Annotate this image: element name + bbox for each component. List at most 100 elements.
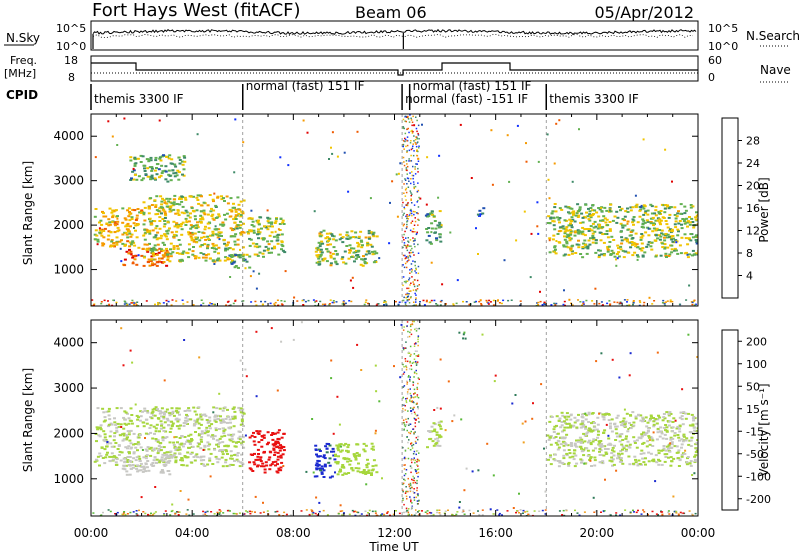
range-gate-cell: [580, 212, 584, 215]
range-gate-cell: [674, 226, 678, 229]
range-gate-cell: [115, 223, 119, 226]
range-gate-cell: [268, 217, 272, 220]
range-gate-cell: [103, 227, 107, 230]
range-gate-cell: [355, 511, 358, 513]
range-gate-cell: [145, 449, 149, 452]
range-gate-cell: [398, 301, 401, 303]
range-gate-cell: [222, 512, 225, 514]
range-gate-cell: [403, 422, 405, 424]
range-gate-cell: [134, 403, 137, 406]
range-gate-cell: [119, 407, 123, 410]
range-gate-cell: [315, 496, 318, 499]
range-gate-cell: [147, 205, 151, 208]
range-gate-cell: [546, 133, 549, 136]
range-gate-cell: [200, 436, 204, 438]
range-gate-cell: [112, 439, 116, 442]
range-gate-cell: [249, 230, 253, 233]
range-gate-cell: [424, 511, 427, 513]
range-gate-cell: [220, 195, 223, 198]
range-gate-cell: [641, 254, 645, 257]
range-gate-cell: [112, 299, 115, 301]
range-gate-cell: [354, 458, 358, 461]
range-gate-cell: [105, 410, 109, 413]
range-gate-cell: [615, 253, 619, 255]
range-gate-cell: [404, 473, 407, 475]
colorbar-tick-label: 50: [746, 380, 760, 393]
range-gate-cell: [686, 457, 689, 460]
range-gate-cell: [150, 512, 152, 515]
range-gate-cell: [671, 300, 674, 303]
range-gate-cell: [409, 249, 412, 252]
range-gate-cell: [165, 155, 168, 158]
range-gate-cell: [565, 240, 569, 243]
range-gate-cell: [238, 438, 242, 441]
range-gate-cell: [686, 220, 690, 223]
range-gate-cell: [357, 235, 361, 238]
range-gate-cell: [678, 303, 681, 306]
range-gate-cell: [163, 252, 167, 255]
range-gate-cell: [410, 154, 412, 157]
range-gate-cell: [403, 478, 405, 481]
range-gate-cell: [696, 449, 698, 452]
range-gate-cell: [412, 459, 415, 461]
range-gate-cell: [106, 441, 109, 443]
scatter-region-5: [426, 420, 443, 449]
range-gate-cell: [418, 196, 420, 199]
range-gate-cell: [125, 437, 129, 440]
range-gate-cell: [691, 236, 695, 239]
range-gate-cell: [143, 164, 147, 167]
range-gate-cell: [644, 416, 648, 419]
range-gate-cell: [671, 180, 673, 183]
range-gate-cell: [516, 124, 519, 127]
range-gate-cell: [603, 510, 606, 512]
range-gate-cell: [199, 447, 203, 450]
x-tick-label: 04:00: [175, 526, 210, 540]
range-gate-cell: [282, 223, 286, 225]
range-gate-cell: [267, 251, 271, 254]
range-gate-cell: [498, 514, 501, 516]
range-gate-cell: [608, 459, 612, 462]
range-gate-cell: [694, 216, 698, 219]
range-gate-cell: [156, 452, 160, 455]
range-gate-cell: [557, 230, 561, 233]
range-gate-cell: [98, 452, 102, 455]
range-gate-cell: [206, 430, 210, 433]
range-gate-cell: [132, 178, 136, 181]
range-gate-cell: [436, 304, 439, 306]
range-gate-cell: [280, 243, 284, 246]
range-gate-cell: [236, 452, 240, 454]
range-gate-cell: [259, 460, 263, 463]
range-gate-cell: [659, 430, 663, 433]
range-gate-cell: [318, 245, 322, 248]
range-gate-cell: [600, 352, 603, 355]
range-gate-cell: [150, 417, 154, 420]
range-gate-cell: [200, 244, 204, 246]
range-gate-cell: [273, 245, 276, 248]
range-gate-cell: [136, 514, 139, 516]
range-gate-cell: [416, 232, 418, 235]
range-gate-cell: [125, 233, 129, 236]
range-gate-cell: [606, 247, 610, 250]
range-gate-cell: [605, 218, 609, 221]
range-gate-cell: [257, 223, 261, 226]
range-gate-cell: [481, 333, 484, 336]
range-gate-cell: [589, 442, 593, 444]
range-gate-cell: [591, 232, 595, 235]
range-gate-cell: [192, 225, 195, 227]
range-gate-cell: [211, 242, 215, 245]
range-gate-cell: [658, 435, 662, 438]
range-gate-cell: [597, 440, 601, 443]
range-gate-cell: [553, 425, 557, 428]
range-gate-cell: [360, 369, 363, 371]
range-gate-cell: [216, 461, 220, 464]
range-gate-cell: [188, 443, 192, 445]
range-gate-cell: [582, 301, 585, 303]
range-gate-cell: [364, 444, 368, 447]
range-gate-cell: [417, 377, 420, 379]
range-gate-cell: [330, 450, 333, 453]
range-gate-cell: [202, 209, 206, 212]
range-gate-cell: [418, 452, 420, 454]
range-gate-cell: [558, 207, 562, 210]
range-gate-cell: [598, 461, 602, 464]
range-gate-cell: [412, 408, 414, 411]
